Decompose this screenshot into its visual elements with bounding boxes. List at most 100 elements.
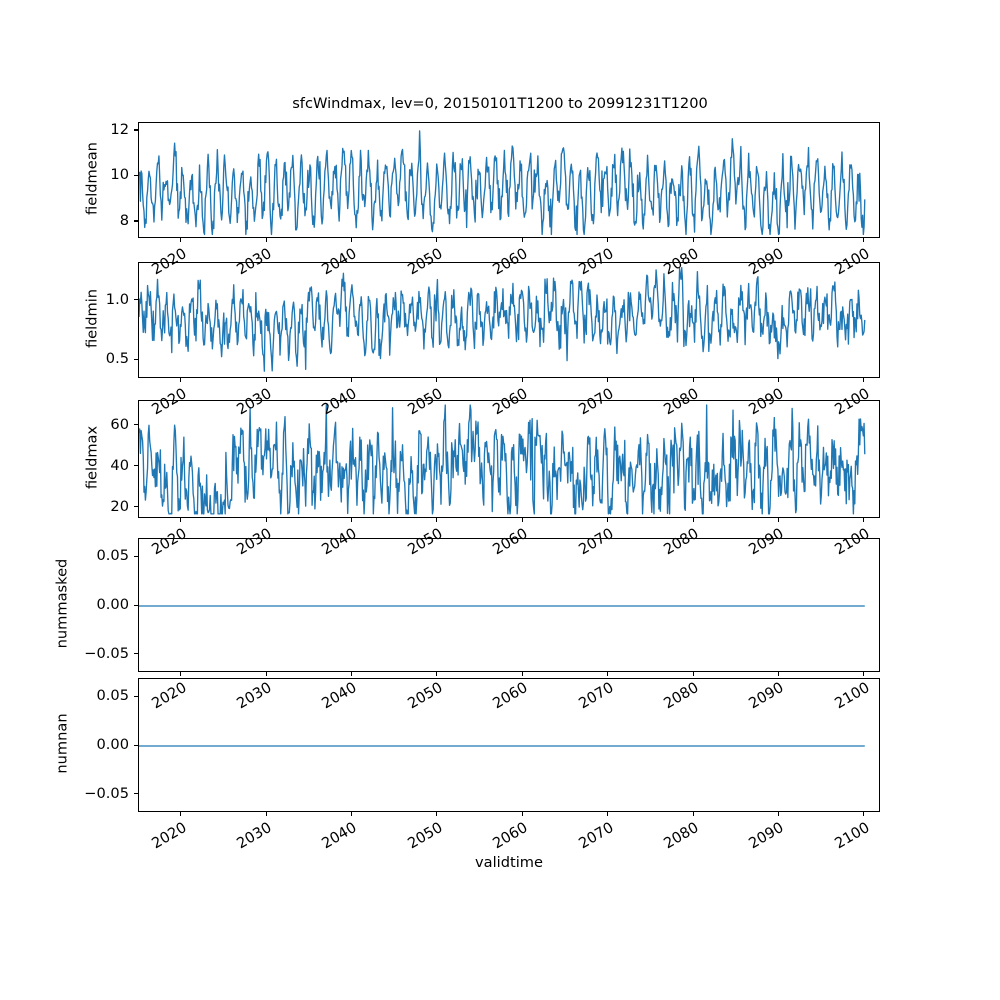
x-tick-mark-fieldmean-7	[777, 238, 779, 242]
y-tick-label-fieldmean-0: 8	[119, 211, 129, 229]
y-tick-label-nummasked-2: 0.05	[96, 547, 130, 565]
y-axis-label-numnan: numnan	[53, 713, 71, 774]
x-tick-mark-nummasked-0	[180, 672, 182, 676]
x-tick-mark-numnan-3	[436, 812, 438, 816]
y-tick-mark-fieldmin-1	[134, 299, 138, 301]
series-canvas-fieldmin	[139, 267, 866, 372]
x-tick-mark-fieldmin-0	[180, 378, 182, 382]
y-axis-label-fieldmean: fieldmean	[83, 142, 101, 215]
y-tick-mark-fieldmean-2	[134, 129, 138, 131]
x-tick-mark-numnan-2	[350, 812, 353, 816]
x-tick-mark-fieldmax-0	[180, 518, 182, 522]
line-fieldmax	[139, 404, 866, 515]
x-tick-mark-numnan-7	[777, 812, 779, 816]
x-tick-mark-fieldmin-7	[777, 378, 779, 382]
y-axis-label-nummasked: nummasked	[53, 558, 71, 649]
subplot-nummasked	[138, 538, 880, 672]
axes-frame-nummasked	[138, 538, 880, 672]
x-tick-label-numnan-4: 2060	[490, 819, 531, 853]
y-tick-mark-fieldmax-2	[134, 424, 138, 426]
x-axis-label: validtime	[475, 854, 543, 871]
figure-title: sfcWindmax, lev=0, 20150101T1200 to 2099…	[292, 95, 708, 112]
y-tick-mark-nummasked-2	[134, 555, 138, 558]
axes-frame-fieldmin	[138, 262, 880, 378]
y-tick-label-fieldmin-1: 1.0	[105, 290, 129, 308]
y-tick-label-fieldmean-2: 12	[110, 120, 129, 138]
y-tick-mark-nummasked-1	[134, 604, 138, 606]
x-tick-label-numnan-7: 2090	[746, 819, 787, 853]
series-canvas-nummasked	[139, 605, 865, 607]
subplot-fieldmean	[138, 122, 880, 238]
y-tick-label-numnan-1: 0.00	[96, 736, 130, 753]
y-axis-label-fieldmax: fieldmax	[83, 425, 101, 490]
x-tick-mark-fieldmean-4	[521, 238, 523, 242]
line-fieldmin	[139, 267, 866, 372]
x-tick-mark-nummasked-4	[521, 672, 523, 676]
x-tick-mark-numnan-6	[692, 812, 694, 816]
series-canvas-fieldmean	[139, 130, 866, 236]
y-tick-mark-numnan-0	[134, 793, 138, 795]
x-tick-mark-fieldmax-4	[521, 518, 523, 522]
y-tick-label-fieldmean-1: 10	[110, 166, 129, 184]
x-tick-label-numnan-3: 2050	[404, 819, 446, 853]
x-tick-mark-fieldmax-5	[607, 518, 609, 522]
y-tick-label-fieldmin-0: 0.5	[105, 350, 129, 368]
y-tick-mark-fieldmean-0	[134, 220, 138, 222]
y-tick-label-fieldmax-0: 20	[110, 497, 129, 515]
axes-frame-fieldmax	[138, 400, 880, 518]
x-tick-label-numnan-0: 2020	[148, 819, 190, 853]
x-tick-mark-fieldmin-2	[350, 378, 353, 382]
subplot-numnan	[138, 678, 880, 812]
x-tick-mark-fieldmin-8	[863, 378, 865, 382]
x-tick-mark-fieldmin-1	[265, 378, 267, 382]
x-tick-mark-fieldmax-1	[265, 518, 267, 522]
x-tick-mark-fieldmean-5	[607, 238, 609, 242]
y-tick-mark-fieldmean-1	[134, 174, 138, 177]
x-tick-label-numnan-2: 2040	[319, 819, 360, 853]
x-tick-mark-fieldmean-8	[863, 238, 865, 242]
x-tick-mark-numnan-4	[521, 812, 523, 816]
x-tick-mark-fieldmax-3	[436, 518, 438, 522]
y-tick-label-nummasked-1: 0.00	[96, 596, 130, 613]
x-tick-mark-fieldmax-8	[863, 518, 865, 522]
axes-frame-numnan	[138, 678, 880, 812]
x-tick-mark-nummasked-3	[436, 672, 438, 676]
x-tick-mark-fieldmean-1	[265, 238, 267, 242]
y-tick-mark-fieldmax-1	[134, 465, 138, 467]
x-tick-mark-nummasked-6	[692, 672, 694, 676]
x-tick-mark-nummasked-8	[863, 672, 865, 676]
x-tick-mark-nummasked-5	[607, 672, 609, 676]
x-tick-mark-nummasked-2	[350, 672, 353, 676]
y-tick-label-numnan-2: 0.05	[96, 687, 130, 705]
y-axis-label-fieldmin: fieldmin	[83, 289, 101, 349]
series-canvas-numnan	[139, 745, 865, 747]
x-tick-mark-fieldmin-3	[436, 378, 438, 382]
x-tick-label-numnan-6: 2080	[660, 819, 702, 853]
x-tick-mark-fieldmin-5	[607, 378, 609, 382]
x-tick-mark-fieldmax-7	[777, 518, 779, 522]
y-tick-mark-fieldmax-0	[134, 506, 138, 508]
subplot-fieldmax	[138, 400, 880, 518]
x-tick-mark-fieldmax-6	[692, 518, 694, 522]
x-tick-mark-nummasked-1	[265, 672, 267, 676]
x-tick-mark-numnan-5	[607, 812, 609, 816]
x-tick-mark-fieldmean-2	[350, 238, 353, 242]
x-tick-mark-fieldmean-6	[692, 238, 694, 242]
y-tick-label-fieldmax-2: 60	[110, 415, 129, 433]
x-tick-mark-fieldmin-4	[521, 378, 523, 382]
x-tick-label-numnan-1: 2030	[233, 819, 275, 853]
x-tick-mark-numnan-0	[180, 812, 182, 816]
subplot-fieldmin	[138, 262, 880, 378]
x-tick-mark-fieldmin-6	[692, 378, 694, 382]
y-tick-label-nummasked-0: −0.05	[84, 644, 129, 662]
y-tick-label-numnan-0: −0.05	[84, 784, 129, 802]
x-tick-mark-nummasked-7	[777, 672, 779, 676]
line-fieldmean	[139, 130, 866, 236]
series-canvas-fieldmax	[139, 404, 866, 515]
x-tick-mark-numnan-1	[265, 812, 267, 816]
x-tick-label-numnan-8: 2100	[831, 819, 873, 853]
x-tick-mark-fieldmax-2	[350, 518, 353, 522]
x-tick-mark-numnan-8	[863, 812, 865, 816]
x-tick-mark-fieldmean-3	[436, 238, 438, 242]
y-tick-mark-numnan-2	[134, 695, 138, 698]
